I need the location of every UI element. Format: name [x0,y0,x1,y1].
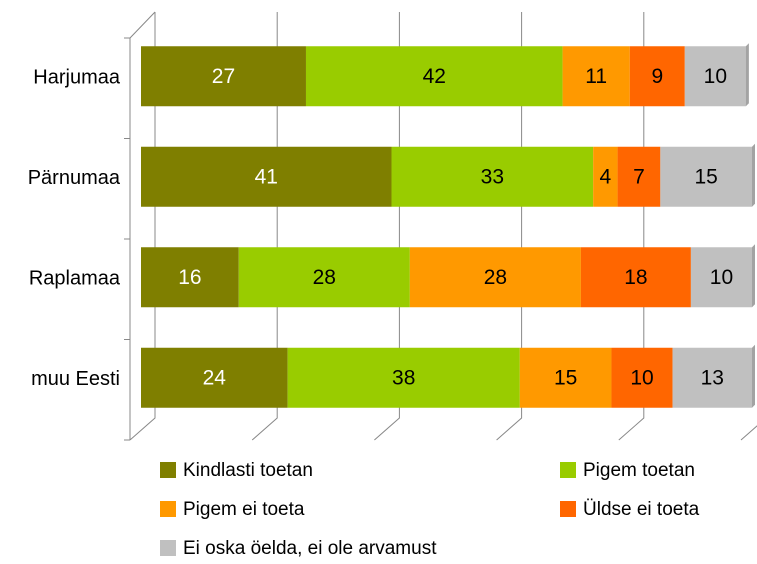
bar-segment [690,247,752,308]
data-label: 15 [554,366,577,389]
bar-segment [141,247,239,308]
bar-depth [752,143,755,207]
data-label: 28 [484,266,507,289]
bar-segment [305,46,563,107]
data-label: 11 [585,65,607,88]
bar-segment [617,146,661,207]
axis-line [129,11,156,39]
bar-segment [409,247,581,308]
data-label: 16 [178,266,201,289]
y-tick-label: Harjumaa [33,67,121,89]
legend-swatch [560,462,576,478]
data-label: 7 [633,165,645,188]
bar-segment [519,347,612,408]
y-tick-label: Raplamaa [29,268,121,290]
bar-segment [287,347,520,408]
bar-segment [660,146,752,207]
y-tick-label: muu Eesti [31,368,120,390]
legend-label: Ei oska öelda, ei ole arvamust [183,538,437,559]
bar-segment [141,46,306,107]
data-label: 9 [651,65,663,88]
bar-depth [745,43,749,107]
data-label: 13 [701,366,724,389]
data-label: 27 [212,65,235,88]
data-label: 4 [600,165,612,188]
data-label: 15 [694,165,717,188]
bar-depth [752,244,755,308]
data-label: 38 [392,366,415,389]
bar-segment [238,247,410,308]
bar-segment [611,347,673,408]
data-label: 33 [481,165,504,188]
legend-swatch [560,501,576,517]
bar-segment [391,146,594,207]
legend-label: Pigem toetan [583,460,695,481]
data-label: 10 [704,65,727,88]
y-tick-label: Pärnumaa [28,167,121,189]
legend-swatch [160,462,176,478]
bar-segment [672,347,752,408]
legend-label: Pigem ei toeta [183,499,305,520]
bar-depth [752,344,755,408]
legend-swatch [160,540,176,556]
data-label: 18 [624,266,647,289]
grid-line [740,425,757,441]
data-label: 10 [630,366,653,389]
data-label: 42 [423,65,446,88]
bar-segment [629,46,685,107]
bar-segment [562,46,630,107]
bar-segment [684,46,746,107]
legend-label: Kindlasti toetan [183,460,313,481]
bar-segment [141,347,288,408]
data-label: 24 [203,366,227,389]
bar-segment [593,146,618,207]
legend-label: Üldse ei toeta [583,499,700,520]
bar-segment [580,247,691,308]
data-label: 41 [255,165,278,188]
legend-swatch [160,501,176,517]
bar-segment [141,146,392,207]
data-label: 28 [313,266,336,289]
data-label: 10 [710,266,733,289]
